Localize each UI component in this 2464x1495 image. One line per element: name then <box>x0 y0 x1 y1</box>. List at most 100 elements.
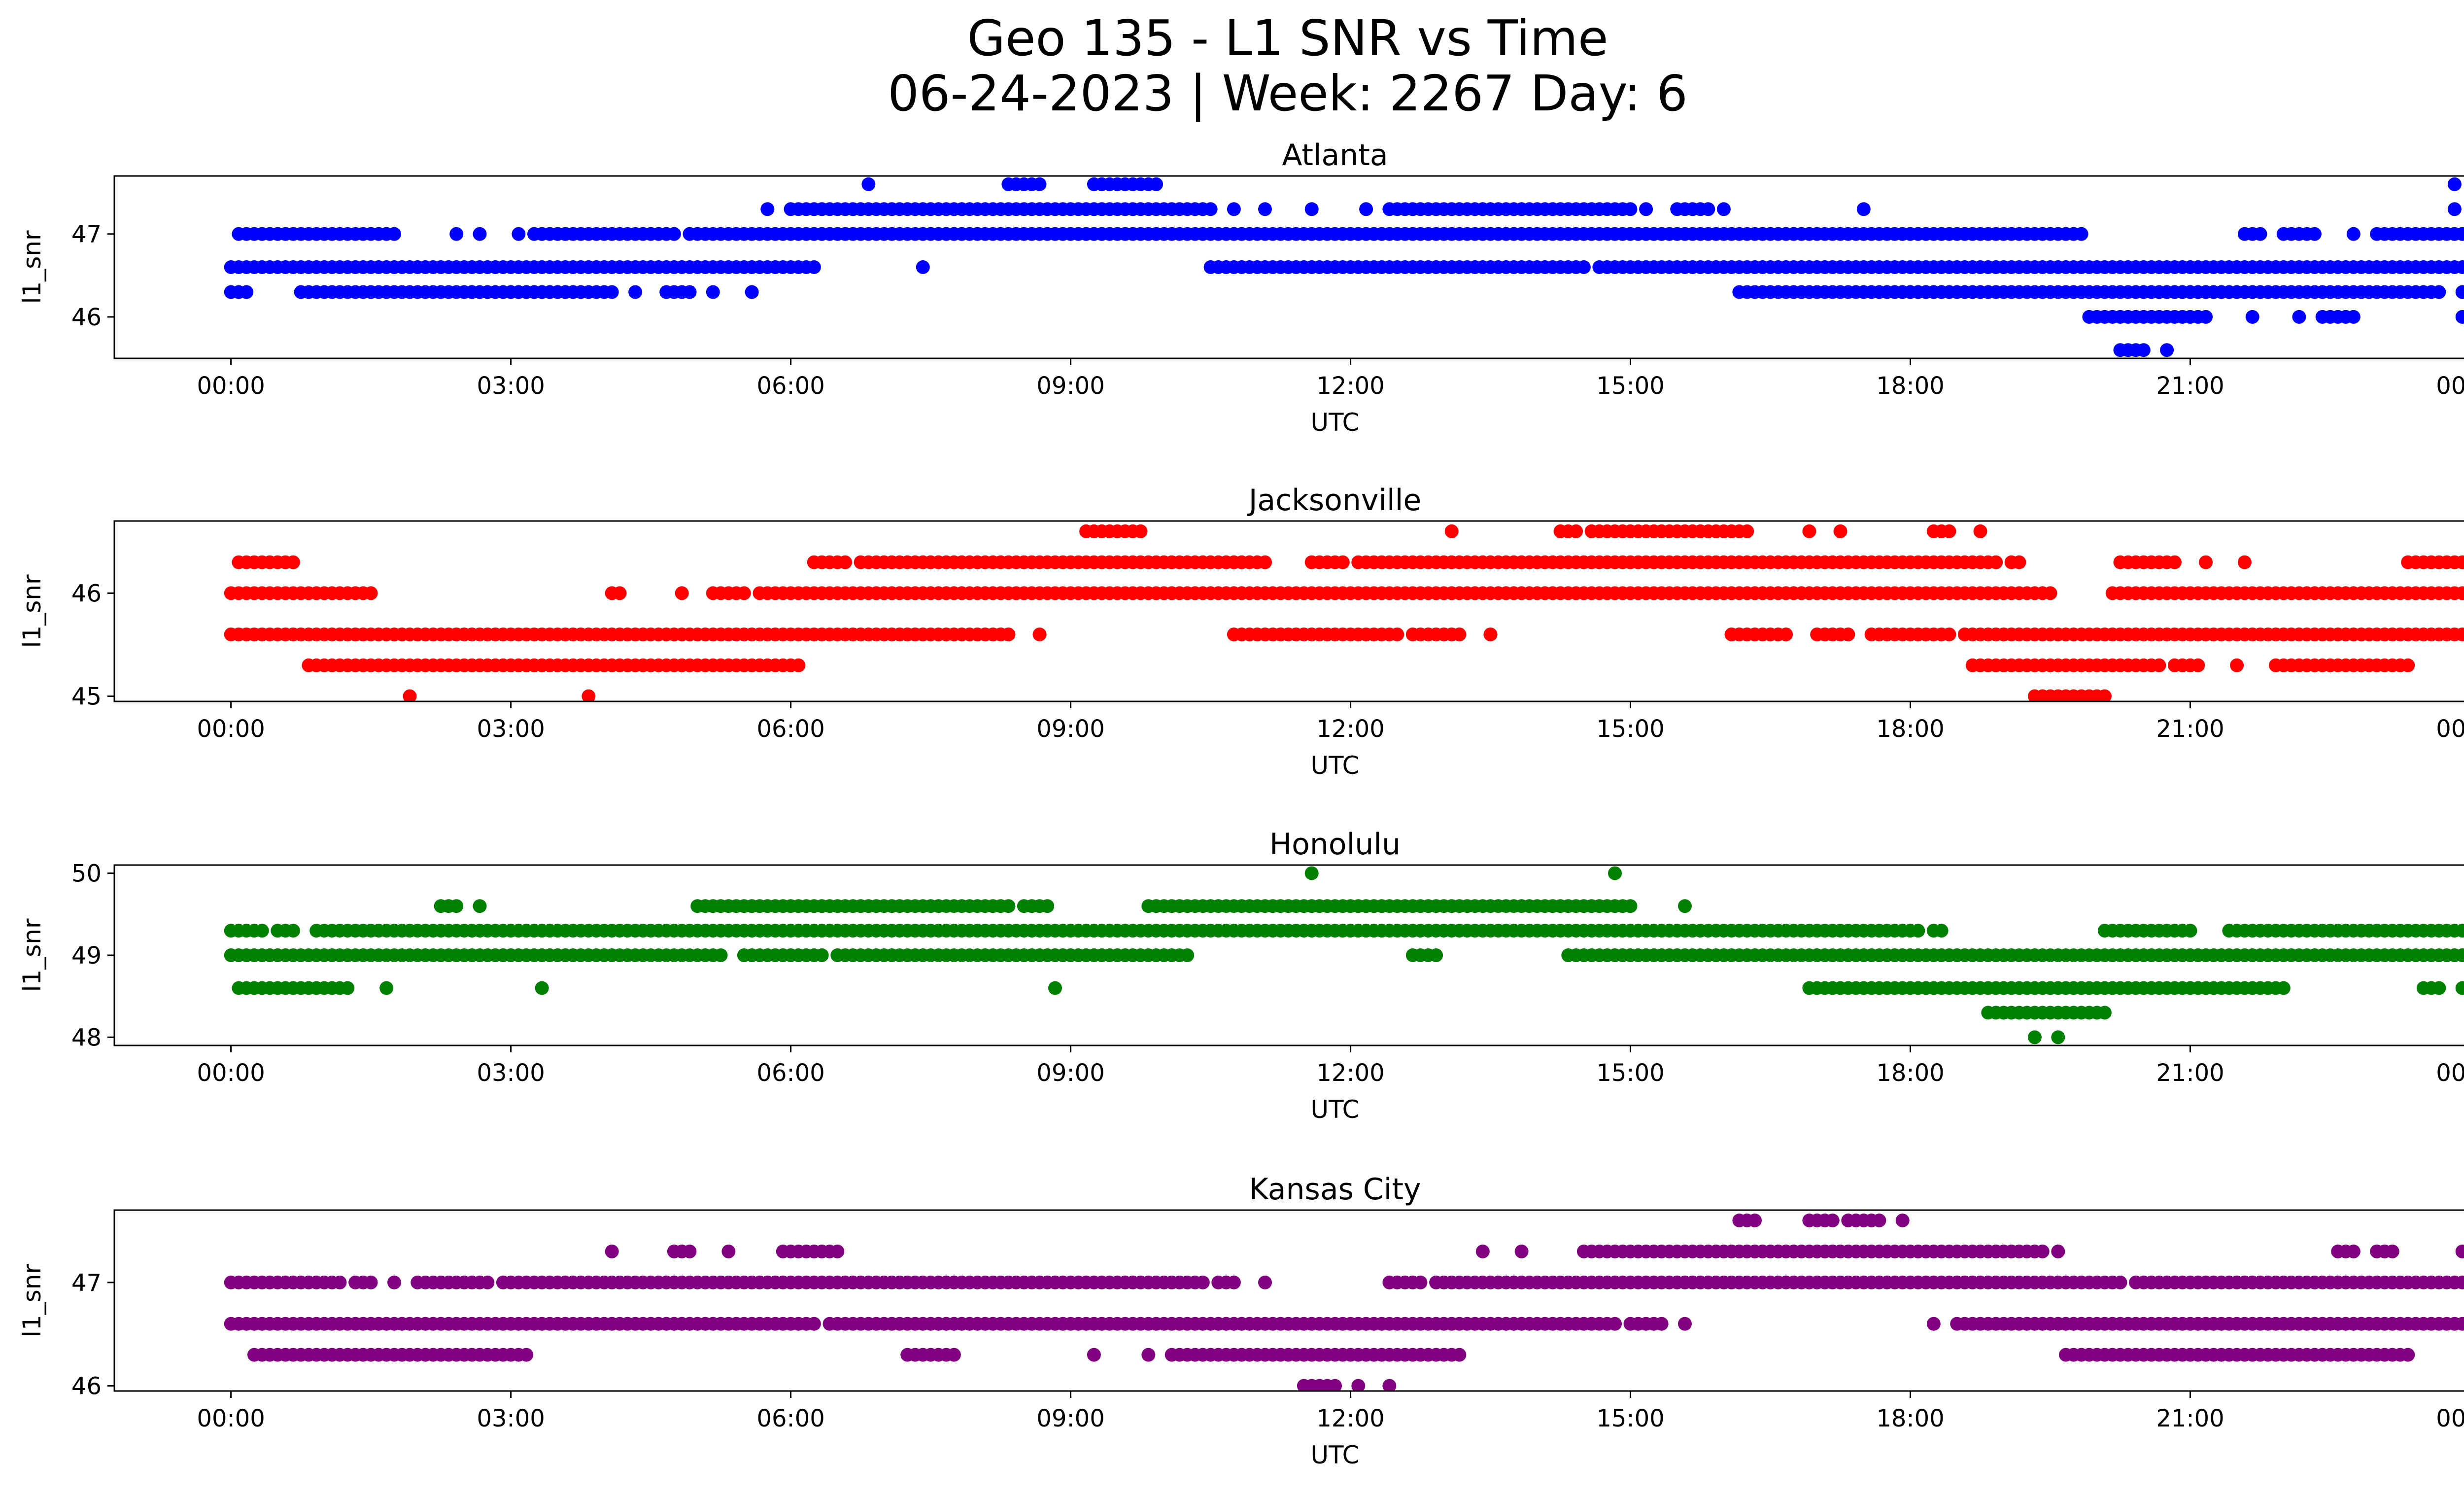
data-point <box>1087 1348 1101 1362</box>
data-point <box>286 555 300 569</box>
data-point <box>341 981 355 995</box>
subplot-title: Honolulu <box>1269 827 1401 862</box>
x-tick-label: 03:00 <box>477 1059 545 1087</box>
data-point <box>2455 1317 2464 1331</box>
y-tick-label: 47 <box>71 221 102 248</box>
x-tick-label: 21:00 <box>2156 1059 2224 1087</box>
data-point <box>830 1244 845 1258</box>
data-point <box>582 689 596 701</box>
data-point <box>1942 524 1956 538</box>
data-point <box>2097 1006 2112 1020</box>
data-point <box>916 260 930 274</box>
data-point <box>675 586 689 600</box>
data-point <box>2237 555 2252 569</box>
x-tick-label: 09:00 <box>1036 1059 1104 1087</box>
x-tick-label: 09:00 <box>1036 715 1104 743</box>
data-point <box>387 227 401 241</box>
y-tick-label: 50 <box>71 860 102 888</box>
data-point <box>1429 948 1443 962</box>
data-point <box>2346 310 2361 324</box>
data-point <box>2346 1244 2361 1258</box>
data-point <box>791 658 806 672</box>
x-tick-label: 21:00 <box>2156 1405 2224 1432</box>
y-tick-label: 46 <box>71 1373 102 1400</box>
data-point <box>760 202 775 216</box>
subplot-atlanta: Atlanta 00:00 03:00 06:00 09:00 12:00 15:00 18:… <box>18 138 2464 437</box>
data-point <box>449 899 464 913</box>
data-point <box>2432 981 2446 995</box>
data-point <box>1328 1379 1342 1391</box>
plot-frame <box>113 520 2464 702</box>
data-point <box>2307 227 2322 241</box>
data-point <box>1576 260 1591 274</box>
x-axis-label: UTC <box>1310 751 1359 780</box>
x-tick-label: 06:00 <box>756 715 824 743</box>
data-point <box>1856 202 1871 216</box>
data-point <box>2199 310 2213 324</box>
data-point <box>473 899 487 913</box>
y-axis-label: l1_snr <box>18 1264 46 1337</box>
x-tick-label: 00:00 <box>197 1405 265 1432</box>
x-tick-label: 15:00 <box>1596 1059 1664 1087</box>
data-point <box>1390 627 1404 642</box>
x-tick-label: 00:00 <box>2436 372 2464 400</box>
data-point <box>240 285 254 299</box>
data-point <box>2160 343 2174 357</box>
data-point <box>1608 1317 1622 1331</box>
data-point <box>1911 924 1925 938</box>
x-tick-label: 09:00 <box>1036 1405 1104 1432</box>
data-point <box>1382 1379 1397 1391</box>
data-point <box>1926 1317 1941 1331</box>
data-point <box>2074 227 2088 241</box>
data-point <box>683 1244 697 1258</box>
y-tick-label: 46 <box>71 304 102 331</box>
data-point <box>1001 899 1016 913</box>
data-point <box>1701 202 1715 216</box>
data-point <box>1973 524 1987 538</box>
data-point <box>1452 1348 1467 1362</box>
x-tick-label: 06:00 <box>756 372 824 400</box>
plot-frame <box>113 175 2464 359</box>
y-axis-label: l1_snr <box>18 918 46 992</box>
x-tick-label: 15:00 <box>1596 1405 1664 1432</box>
data-point <box>2385 1244 2399 1258</box>
data-point <box>1304 202 1319 216</box>
data-point <box>1748 1214 1762 1227</box>
data-point <box>519 1348 534 1362</box>
data-point <box>1802 524 1816 538</box>
data-point <box>1444 524 1459 538</box>
data-points <box>224 177 2464 357</box>
subplot-jacksonville: Jacksonville 00:00 03:00 06:00 09:00 12:00 15:… <box>18 483 2464 780</box>
data-point <box>2191 658 2205 672</box>
data-point <box>1623 899 1638 913</box>
x-tick-label: 06:00 <box>756 1059 824 1087</box>
data-point <box>1872 1214 1886 1227</box>
data-point <box>2447 202 2462 216</box>
data-point <box>1740 524 1754 538</box>
data-point <box>2455 948 2464 962</box>
data-point <box>1001 627 1016 642</box>
data-point <box>1040 899 1055 913</box>
data-point <box>1942 627 1956 642</box>
data-point <box>2183 924 2197 938</box>
subplot-title: Jacksonville <box>1247 483 1422 518</box>
data-point <box>2455 310 2464 324</box>
data-point <box>364 1275 378 1289</box>
data-point <box>379 981 394 995</box>
x-tick-label: 18:00 <box>1876 1059 1944 1087</box>
subplot-title: Kansas City <box>1249 1172 1421 1207</box>
x-tick-label: 21:00 <box>2156 715 2224 743</box>
data-points <box>224 866 2464 1044</box>
data-point <box>2401 658 2415 672</box>
data-point <box>2276 981 2291 995</box>
data-point <box>2113 1275 2127 1289</box>
data-point <box>1258 202 1272 216</box>
data-point <box>605 285 619 299</box>
data-point <box>1413 1275 1428 1289</box>
data-point <box>683 285 697 299</box>
x-tick-label: 00:00 <box>2436 1059 2464 1087</box>
data-point <box>2455 1275 2464 1289</box>
x-tick-label: 15:00 <box>1596 715 1664 743</box>
data-point <box>628 285 643 299</box>
